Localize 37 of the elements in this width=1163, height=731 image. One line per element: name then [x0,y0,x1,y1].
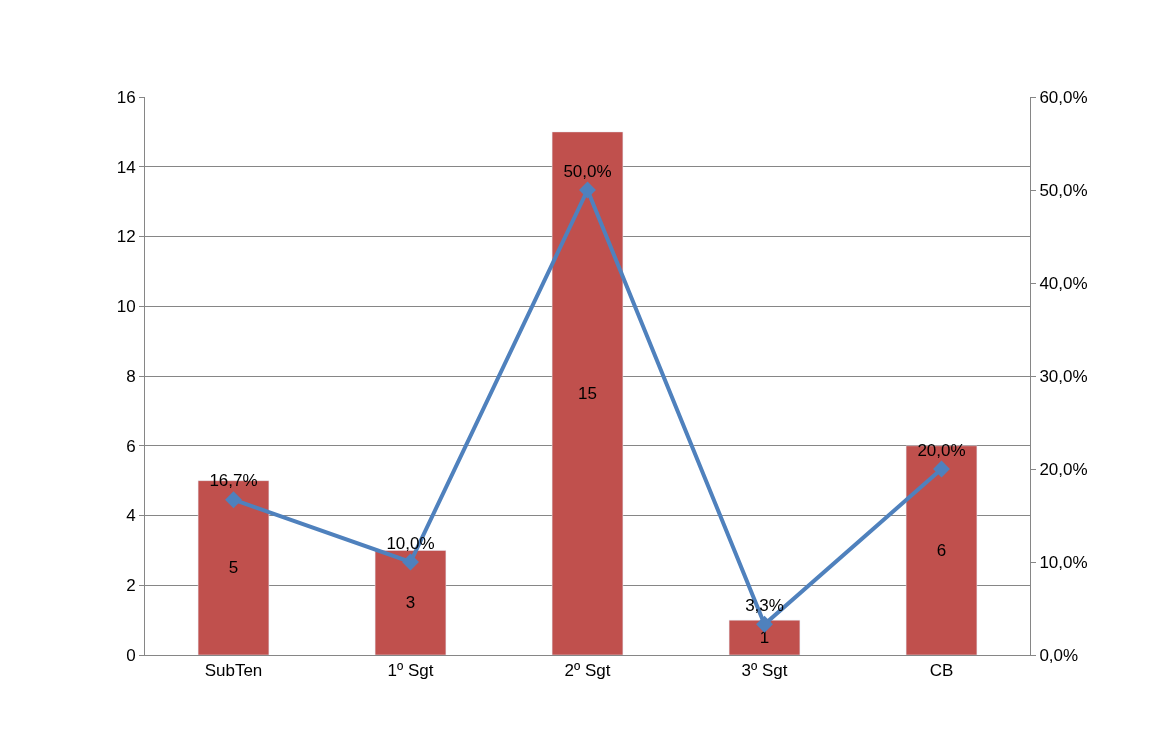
y2-tick-label: 40,0% [1039,273,1088,293]
data-label: 1 [759,628,770,648]
y-tick-label: 8 [126,366,136,386]
point [933,460,950,478]
y-tick-label: 14 [116,157,136,177]
y2-tick-label: 0,0% [1039,645,1079,665]
y2-tick-label: 30,0% [1039,366,1088,386]
data-label: 20,0% [917,440,966,460]
bar [374,550,447,655]
data-label: 15 [578,383,597,403]
point [225,491,242,509]
bar [551,131,624,655]
point [579,181,596,199]
point [756,615,773,633]
bar [728,619,801,655]
y-tick-label: 10 [116,297,136,317]
y2-tick-label: 60,0% [1039,87,1088,107]
y-tick-label: 4 [126,506,136,526]
y2-tick-label: 10,0% [1039,552,1088,572]
bar [905,445,978,655]
x-tick-label: CB [929,661,954,681]
data-label: 50,0% [563,161,612,181]
y-tick-label: 0 [126,645,136,665]
x-tick-label: 2º Sgt [564,661,611,681]
x-tick-label: 1º Sgt [387,661,434,681]
x-tick-label: SubTen [204,661,263,681]
x-tick-label: 3º Sgt [741,661,788,681]
data-label: 3 [405,593,416,613]
y2-tick-label: 20,0% [1039,459,1088,479]
data-label: 6 [936,540,947,560]
y-tick-label: 16 [116,87,136,107]
point [402,553,419,571]
y-tick-label: 2 [126,576,136,596]
y-tick-label: 12 [116,227,136,247]
y2-tick-label: 50,0% [1039,180,1088,200]
data-label: 5 [228,558,239,578]
y-tick-label: 6 [126,436,136,456]
